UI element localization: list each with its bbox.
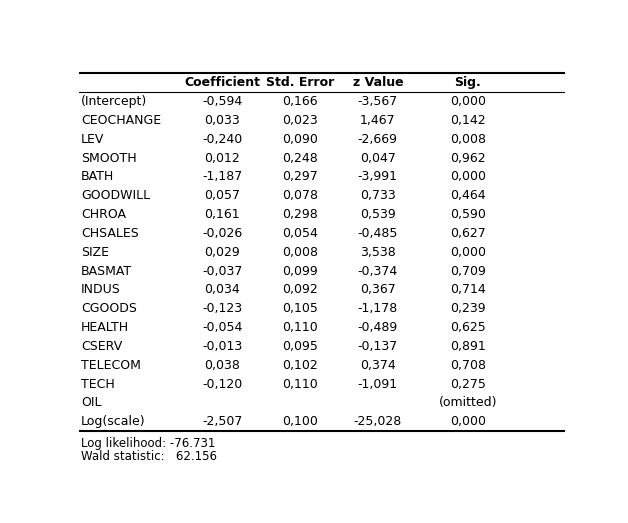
Text: 0,110: 0,110 — [282, 321, 318, 334]
Text: -1,091: -1,091 — [358, 378, 398, 391]
Text: -0,485: -0,485 — [357, 227, 398, 240]
Text: 0,100: 0,100 — [282, 415, 318, 428]
Text: 0,714: 0,714 — [450, 283, 485, 297]
Text: CGOODS: CGOODS — [81, 302, 137, 315]
Text: 0,095: 0,095 — [282, 340, 318, 353]
Text: Log likelihood: -76.731: Log likelihood: -76.731 — [81, 437, 215, 450]
Text: Std. Error: Std. Error — [266, 76, 334, 89]
Text: (Intercept): (Intercept) — [81, 95, 147, 108]
Text: -0,037: -0,037 — [202, 265, 242, 278]
Text: 0,000: 0,000 — [450, 170, 486, 184]
Text: 0,367: 0,367 — [360, 283, 396, 297]
Text: LEV: LEV — [81, 133, 104, 146]
Text: -3,991: -3,991 — [358, 170, 398, 184]
Text: -2,507: -2,507 — [202, 415, 242, 428]
Text: Log(scale): Log(scale) — [81, 415, 146, 428]
Text: 3,538: 3,538 — [360, 246, 396, 259]
Text: 0,539: 0,539 — [360, 208, 396, 221]
Text: 0,008: 0,008 — [282, 246, 318, 259]
Text: 0,054: 0,054 — [282, 227, 318, 240]
Text: BATH: BATH — [81, 170, 114, 184]
Text: 0,275: 0,275 — [450, 378, 486, 391]
Text: 0,733: 0,733 — [360, 189, 396, 202]
Text: 0,000: 0,000 — [450, 246, 486, 259]
Text: 0,099: 0,099 — [282, 265, 318, 278]
Text: SMOOTH: SMOOTH — [81, 152, 136, 165]
Text: CEOCHANGE: CEOCHANGE — [81, 114, 161, 127]
Text: 0,625: 0,625 — [450, 321, 485, 334]
Text: 0,102: 0,102 — [282, 359, 318, 372]
Text: 0,008: 0,008 — [450, 133, 486, 146]
Text: 0,298: 0,298 — [282, 208, 318, 221]
Text: -0,240: -0,240 — [202, 133, 242, 146]
Text: 0,248: 0,248 — [282, 152, 318, 165]
Text: 0,627: 0,627 — [450, 227, 485, 240]
Text: 0,029: 0,029 — [204, 246, 240, 259]
Text: SIZE: SIZE — [81, 246, 109, 259]
Text: -0,374: -0,374 — [358, 265, 398, 278]
Text: -1,178: -1,178 — [358, 302, 398, 315]
Text: CHROA: CHROA — [81, 208, 126, 221]
Text: 0,047: 0,047 — [360, 152, 396, 165]
Text: 0,057: 0,057 — [204, 189, 240, 202]
Text: Sig.: Sig. — [455, 76, 481, 89]
Text: (omitted): (omitted) — [438, 396, 497, 410]
Text: CHSALES: CHSALES — [81, 227, 139, 240]
Text: 0,092: 0,092 — [282, 283, 318, 297]
Text: 0,161: 0,161 — [204, 208, 240, 221]
Text: 1,467: 1,467 — [360, 114, 396, 127]
Text: Coefficient: Coefficient — [184, 76, 260, 89]
Text: 0,090: 0,090 — [282, 133, 318, 146]
Text: HEALTH: HEALTH — [81, 321, 129, 334]
Text: 0,078: 0,078 — [282, 189, 318, 202]
Text: 0,891: 0,891 — [450, 340, 485, 353]
Text: -0,123: -0,123 — [202, 302, 242, 315]
Text: 0,023: 0,023 — [282, 114, 318, 127]
Text: CSERV: CSERV — [81, 340, 122, 353]
Text: OIL: OIL — [81, 396, 102, 410]
Text: 0,297: 0,297 — [282, 170, 318, 184]
Text: 0,110: 0,110 — [282, 378, 318, 391]
Text: 0,000: 0,000 — [450, 95, 486, 108]
Text: TECH: TECH — [81, 378, 115, 391]
Text: -0,120: -0,120 — [202, 378, 242, 391]
Text: 0,012: 0,012 — [204, 152, 240, 165]
Text: z Value: z Value — [352, 76, 403, 89]
Text: -25,028: -25,028 — [354, 415, 402, 428]
Text: 0,033: 0,033 — [204, 114, 240, 127]
Text: 0,590: 0,590 — [450, 208, 486, 221]
Text: TELECOM: TELECOM — [81, 359, 141, 372]
Text: 0,239: 0,239 — [450, 302, 485, 315]
Text: GOODWILL: GOODWILL — [81, 189, 150, 202]
Text: 0,962: 0,962 — [450, 152, 485, 165]
Text: 0,708: 0,708 — [450, 359, 486, 372]
Text: -1,187: -1,187 — [202, 170, 242, 184]
Text: -0,026: -0,026 — [202, 227, 242, 240]
Text: BASMAT: BASMAT — [81, 265, 132, 278]
Text: 0,038: 0,038 — [204, 359, 240, 372]
Text: 0,105: 0,105 — [282, 302, 318, 315]
Text: -0,054: -0,054 — [202, 321, 242, 334]
Text: INDUS: INDUS — [81, 283, 121, 297]
Text: -0,137: -0,137 — [358, 340, 398, 353]
Text: 0,374: 0,374 — [360, 359, 396, 372]
Text: -3,567: -3,567 — [358, 95, 398, 108]
Text: -0,013: -0,013 — [202, 340, 242, 353]
Text: 0,142: 0,142 — [450, 114, 485, 127]
Text: Wald statistic:   62.156: Wald statistic: 62.156 — [81, 450, 217, 463]
Text: 0,166: 0,166 — [282, 95, 318, 108]
Text: 0,000: 0,000 — [450, 415, 486, 428]
Text: -2,669: -2,669 — [358, 133, 398, 146]
Text: 0,464: 0,464 — [450, 189, 485, 202]
Text: -0,594: -0,594 — [202, 95, 242, 108]
Text: -0,489: -0,489 — [358, 321, 398, 334]
Text: 0,034: 0,034 — [204, 283, 240, 297]
Text: 0,709: 0,709 — [450, 265, 486, 278]
